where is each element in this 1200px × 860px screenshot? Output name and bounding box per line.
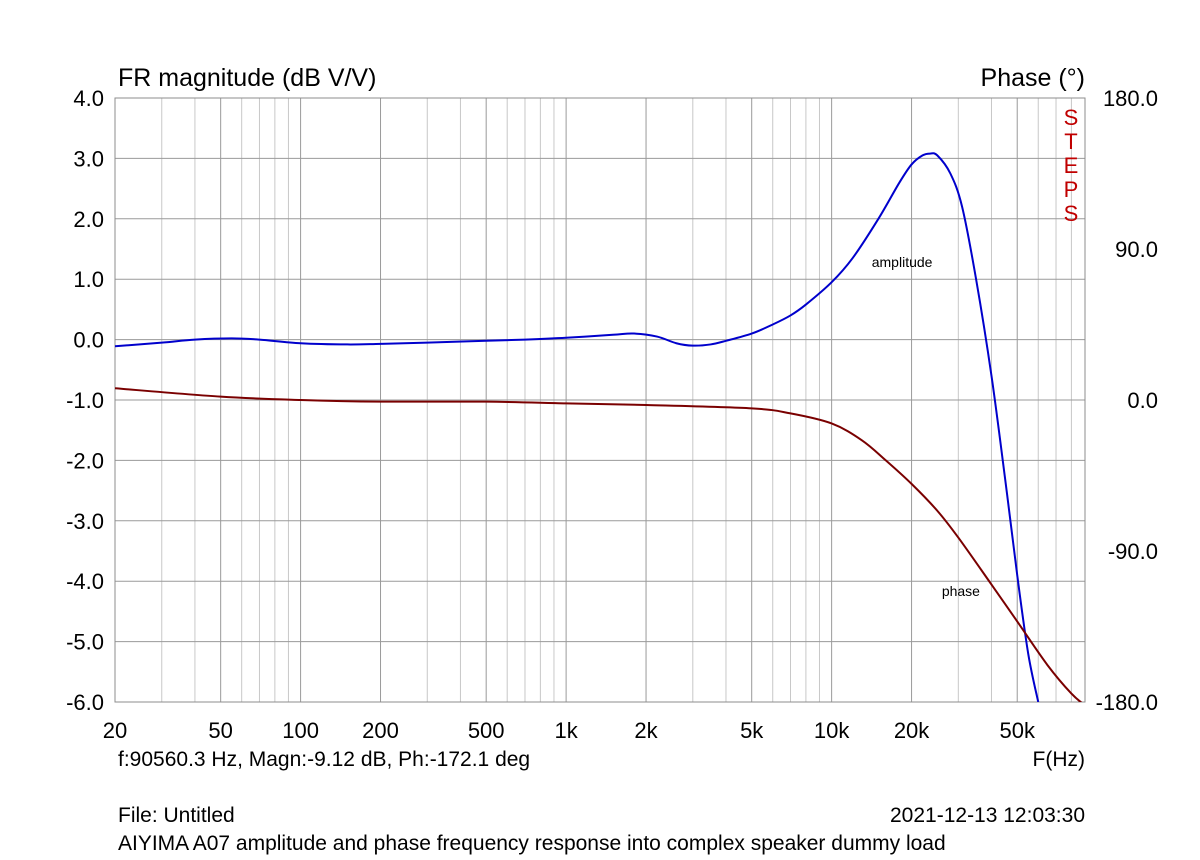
x-tick-label: 200 <box>362 718 399 743</box>
y-tick-label-left: -3.0 <box>66 509 104 534</box>
amplitude-annotation: amplitude <box>872 254 933 270</box>
x-tick-labels: 20 50 100 200 500 1k 2k 5k 10k 20k 50k <box>103 718 1036 743</box>
y-tick-label-right: -180.0 <box>1096 690 1158 715</box>
y-tick-label-left: 1.0 <box>73 267 104 292</box>
steps-watermark-letter: S <box>1064 105 1079 130</box>
y-tick-label-right: 90.0 <box>1115 237 1158 262</box>
series-layer <box>115 152 1083 702</box>
x-tick-label: 500 <box>468 718 505 743</box>
series-annotations: amplitude phase <box>872 254 980 599</box>
timestamp: 2021-12-13 12:03:30 <box>890 804 1085 827</box>
y-tick-label-right: 0.0 <box>1127 388 1158 413</box>
right-axis-title: Phase (°) <box>981 64 1085 92</box>
y-tick-label-left: 0.0 <box>73 328 104 353</box>
x-tick-label: 5k <box>740 718 764 743</box>
x-tick-label: 2k <box>634 718 658 743</box>
x-tick-label: 100 <box>282 718 319 743</box>
left-axis-title: FR magnitude (dB V/V) <box>118 64 376 92</box>
y-tick-label-left: 4.0 <box>73 86 104 111</box>
x-tick-label: 50 <box>208 718 232 743</box>
steps-watermark-letter: S <box>1064 201 1079 226</box>
x-tick-label: 20k <box>894 718 930 743</box>
steps-watermark-letter: P <box>1064 177 1079 202</box>
file-name: File: Untitled <box>118 804 235 827</box>
phase-series-line <box>115 387 1083 702</box>
chart-caption: AIYIMA A07 amplitude and phase frequency… <box>118 832 946 855</box>
y-tick-label-left: -2.0 <box>66 448 104 473</box>
y-tick-label-left: -5.0 <box>66 630 104 655</box>
left-tick-labels: 4.0 3.0 2.0 1.0 0.0 -1.0 -2.0 -3.0 -4.0 -5.0 -6.0 <box>66 86 104 715</box>
y-tick-label-left: -1.0 <box>66 388 104 413</box>
x-tick-label: 20 <box>103 718 127 743</box>
y-tick-label-right: 180.0 <box>1103 86 1158 111</box>
y-tick-label-left: -6.0 <box>66 690 104 715</box>
right-tick-labels: 180.0 90.0 0.0 -90.0 -180.0 <box>1096 86 1158 715</box>
x-tick-label: 1k <box>554 718 578 743</box>
amplitude-series-line <box>115 152 1040 702</box>
y-tick-label-left: 3.0 <box>73 146 104 171</box>
cursor-readout: f:90560.3 Hz, Magn:-9.12 dB, Ph:-172.1 d… <box>118 748 530 771</box>
y-tick-label-right: -90.0 <box>1108 539 1158 564</box>
plot-frame <box>114 97 1086 703</box>
x-tick-label: 50k <box>999 718 1035 743</box>
phase-annotation: phase <box>942 583 980 599</box>
y-tick-label-left: -4.0 <box>66 569 104 594</box>
x-tick-label: 10k <box>814 718 850 743</box>
grid <box>115 98 1085 702</box>
y-tick-label-left: 2.0 <box>73 207 104 232</box>
steps-watermark-letter: E <box>1064 153 1079 178</box>
steps-watermark-letter: T <box>1064 129 1077 154</box>
x-axis-label: F(Hz) <box>1033 748 1085 771</box>
